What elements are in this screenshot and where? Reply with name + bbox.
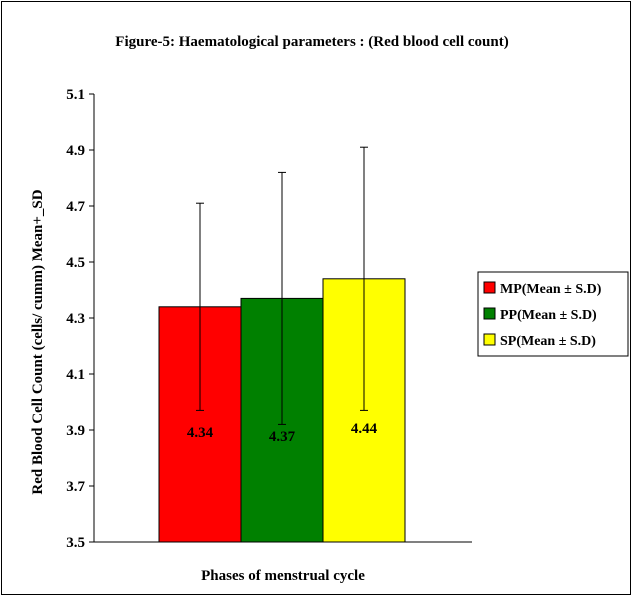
y-tick-label: 4.1 xyxy=(66,367,85,383)
legend-swatch-3 xyxy=(483,333,496,346)
data-label-2: 4.37 xyxy=(269,429,296,445)
y-tick-label: 3.7 xyxy=(66,479,85,495)
legend-label-3: SP(Mean ± S.D) xyxy=(500,334,596,349)
data-label-3: 4.44 xyxy=(351,421,378,437)
y-tick-label: 4.9 xyxy=(66,143,85,159)
y-tick-label: 5.1 xyxy=(66,87,85,103)
legend-label-1: MP(Mean ± S.D) xyxy=(500,282,602,297)
legend: MP(Mean ± S.D) PP(Mean ± S.D) SP(Mean ± S.… xyxy=(477,271,629,357)
legend-box xyxy=(477,271,629,357)
legend-swatch-2 xyxy=(483,307,496,320)
y-tick-label: 3.5 xyxy=(66,535,85,551)
y-tick-label: 4.3 xyxy=(66,311,85,327)
legend-swatch-1 xyxy=(483,281,496,294)
x-axis-label: Phases of menstrual cycle xyxy=(201,568,365,584)
y-tick-label: 4.7 xyxy=(66,199,85,215)
y-tick-label: 4.5 xyxy=(66,255,85,271)
y-axis-label: Red Blood Cell Count (cells/ cumm) Mean+… xyxy=(30,189,46,494)
data-label-1: 4.34 xyxy=(187,425,214,441)
y-tick-label: 3.9 xyxy=(66,423,85,439)
plot-area: 3.5 3.7 3.9 4.1 4.3 4.5 4.7 4.9 5.1 4.34 4.37 4.44 xyxy=(66,87,472,551)
chart-title: Figure-5: Haematological parameters : (R… xyxy=(115,34,508,50)
legend-label-2: PP(Mean ± S.D) xyxy=(500,308,597,323)
